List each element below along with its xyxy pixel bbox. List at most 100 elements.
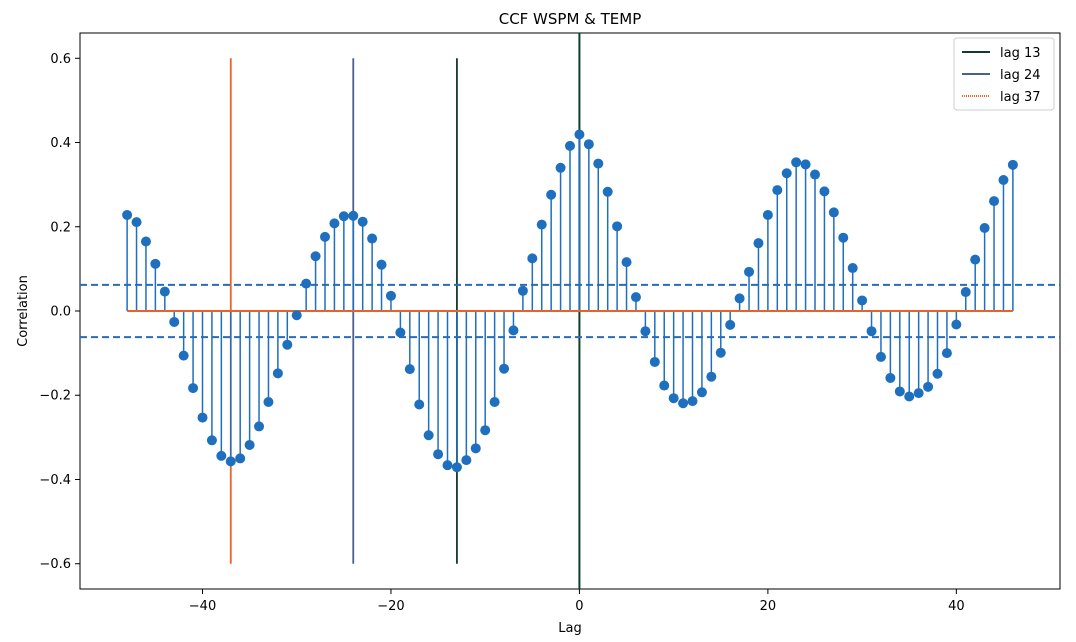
stem-marker — [385, 290, 396, 301]
stem-marker — [923, 381, 934, 392]
x-tick-label: −40 — [189, 599, 216, 614]
stem-marker — [734, 293, 745, 304]
stem-marker — [414, 399, 425, 410]
stem-marker — [791, 157, 802, 168]
stem-marker — [216, 450, 227, 461]
stem-marker — [188, 383, 199, 394]
stem-marker — [263, 396, 274, 407]
stem-marker — [517, 285, 528, 296]
stem-marker — [630, 292, 641, 303]
stem-marker — [828, 207, 839, 218]
stem-marker — [301, 278, 312, 289]
axes-layer: −40 −20 0 20 40 −0.6 −0.4 −0.2 0.0 0.2 0.4 0.6 — [39, 52, 964, 614]
legend-label-lag-13: lag 13 — [1000, 46, 1041, 61]
stem-marker — [649, 356, 660, 367]
stem-marker — [338, 211, 349, 222]
plot-layer — [80, 33, 1060, 589]
stem-marker — [706, 371, 717, 382]
stem-marker — [235, 453, 246, 464]
stem-marker — [197, 412, 208, 423]
stem-marker — [668, 393, 679, 404]
stem-marker — [272, 368, 283, 379]
stem-marker — [894, 386, 905, 397]
stem-marker — [998, 175, 1009, 186]
stem-marker — [875, 351, 886, 362]
legend-label-lag-24: lag 24 — [1000, 68, 1041, 83]
stem-marker — [715, 347, 726, 358]
y-axis-label: Correlation — [16, 275, 31, 347]
stem-marker — [744, 266, 755, 277]
x-tick-label: 20 — [760, 599, 777, 614]
stem-marker — [310, 251, 321, 262]
stem-marker — [423, 430, 434, 441]
stem-marker — [470, 443, 481, 454]
stem-marker — [612, 221, 623, 232]
stem-marker — [885, 372, 896, 383]
stem-marker — [970, 254, 981, 265]
stem-marker — [225, 456, 236, 467]
stem-marker — [178, 350, 189, 361]
stem-marker — [951, 319, 962, 330]
stem-marker — [329, 218, 340, 229]
stem-marker — [979, 223, 990, 234]
stem-marker — [451, 462, 462, 473]
stem-marker — [932, 368, 943, 379]
y-tick-label: −0.4 — [39, 473, 71, 488]
stem-marker — [357, 216, 368, 227]
stem-marker — [131, 217, 142, 228]
stem-marker — [348, 210, 359, 221]
stem-marker — [367, 233, 378, 244]
stem-marker — [546, 189, 557, 200]
stem-marker — [772, 185, 783, 196]
stem-marker — [696, 387, 707, 398]
stem-marker — [536, 219, 547, 230]
stem-marker — [395, 327, 406, 338]
stem-marker — [565, 140, 575, 151]
stem-marker — [555, 162, 566, 173]
stem-marker — [442, 460, 453, 471]
stem-marker — [762, 209, 773, 220]
stem-marker — [169, 316, 180, 327]
stem-marker — [480, 425, 491, 436]
stem-marker — [593, 158, 604, 169]
stem-marker — [150, 258, 161, 269]
stem-marker — [206, 435, 217, 446]
stem-marker — [913, 388, 924, 399]
stem-marker — [659, 380, 670, 391]
stem-marker — [574, 129, 585, 140]
y-tick-label: −0.6 — [39, 557, 71, 572]
stem-marker — [527, 253, 538, 264]
stem-marker — [461, 455, 472, 466]
stem-marker — [1007, 159, 1018, 170]
legend-box — [953, 37, 1055, 111]
stem-marker — [960, 287, 971, 298]
stem-marker — [725, 319, 736, 330]
stem-marker — [621, 257, 632, 268]
y-tick-label: 0.2 — [50, 220, 71, 235]
stem-marker — [159, 286, 170, 297]
x-tick-label: 40 — [948, 599, 965, 614]
stem-marker — [781, 168, 792, 179]
stem-marker — [687, 396, 698, 407]
stem-marker — [489, 396, 500, 407]
stem-marker — [583, 139, 594, 150]
stem-marker — [819, 186, 830, 197]
stem-marker — [244, 439, 255, 450]
stem-marker — [499, 363, 510, 374]
y-tick-label: 0.0 — [50, 305, 71, 320]
stem-marker — [800, 159, 811, 170]
x-tick-label: −20 — [377, 599, 404, 614]
stem-marker — [404, 364, 415, 375]
stem-marker — [376, 259, 387, 270]
stem-marker — [640, 326, 651, 337]
x-axis-label: Lag — [558, 621, 581, 636]
x-tick-label: 0 — [575, 599, 583, 614]
legend: lag 13 lag 24 lag 37 — [953, 37, 1055, 111]
stem-marker — [140, 236, 151, 247]
stem-marker — [291, 310, 302, 321]
stem-marker — [753, 238, 764, 249]
y-tick-label: −0.2 — [39, 389, 71, 404]
stem-marker — [122, 209, 133, 220]
